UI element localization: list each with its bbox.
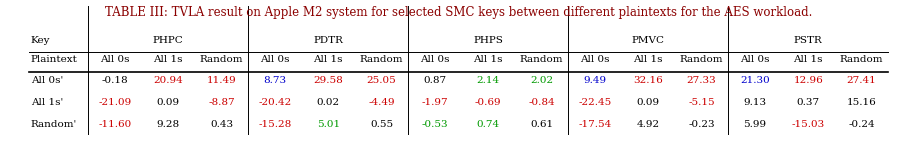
Text: 0.09: 0.09 <box>157 98 180 107</box>
Text: All 0s: All 0s <box>420 55 449 65</box>
Text: PHPC: PHPC <box>153 36 183 45</box>
Text: -0.69: -0.69 <box>475 98 502 107</box>
Text: -1.97: -1.97 <box>422 98 448 107</box>
Text: -0.18: -0.18 <box>102 76 128 85</box>
Text: -0.23: -0.23 <box>689 120 715 129</box>
Text: Key: Key <box>30 36 50 45</box>
Text: TABLE III: TVLA result on Apple M2 system for selected SMC keys between differen: TABLE III: TVLA result on Apple M2 syste… <box>105 6 812 19</box>
Text: -11.60: -11.60 <box>98 120 131 129</box>
Text: All 0s: All 0s <box>100 55 129 65</box>
Text: Random: Random <box>520 55 563 65</box>
Text: 0.09: 0.09 <box>636 98 659 107</box>
Text: 5.99: 5.99 <box>744 120 767 129</box>
Text: -15.03: -15.03 <box>791 120 824 129</box>
Text: 27.41: 27.41 <box>846 76 877 85</box>
Text: Random: Random <box>200 55 243 65</box>
Text: -21.09: -21.09 <box>98 98 131 107</box>
Text: -4.49: -4.49 <box>369 98 395 107</box>
Text: 12.96: 12.96 <box>793 76 823 85</box>
Text: -0.84: -0.84 <box>528 98 555 107</box>
Text: 5.01: 5.01 <box>316 120 340 129</box>
Text: Plaintext: Plaintext <box>30 55 78 65</box>
Text: All 1s': All 1s' <box>30 98 63 107</box>
Text: 25.05: 25.05 <box>367 76 396 85</box>
Text: 0.02: 0.02 <box>316 98 340 107</box>
Text: All 0s': All 0s' <box>30 76 63 85</box>
Text: Random: Random <box>359 55 403 65</box>
Text: 21.30: 21.30 <box>740 76 769 85</box>
Text: PHPS: PHPS <box>473 36 503 45</box>
Text: All 1s: All 1s <box>793 55 823 65</box>
Text: All 0s: All 0s <box>740 55 769 65</box>
Text: All 0s: All 0s <box>580 55 610 65</box>
Text: Random: Random <box>679 55 724 65</box>
Text: 2.14: 2.14 <box>477 76 500 85</box>
Text: -0.53: -0.53 <box>422 120 448 129</box>
Text: -0.24: -0.24 <box>848 120 875 129</box>
Text: -8.87: -8.87 <box>208 98 235 107</box>
Text: 0.74: 0.74 <box>477 120 500 129</box>
Text: 20.94: 20.94 <box>153 76 183 85</box>
Text: 32.16: 32.16 <box>634 76 663 85</box>
Text: Random': Random' <box>30 120 77 129</box>
Text: -5.15: -5.15 <box>689 98 715 107</box>
Text: 9.49: 9.49 <box>583 76 606 85</box>
Text: -17.54: -17.54 <box>579 120 612 129</box>
Text: PMVC: PMVC <box>632 36 665 45</box>
Text: All 1s: All 1s <box>153 55 183 65</box>
Text: All 1s: All 1s <box>473 55 503 65</box>
Text: All 0s: All 0s <box>260 55 290 65</box>
Text: 15.16: 15.16 <box>846 98 877 107</box>
Text: -22.45: -22.45 <box>579 98 612 107</box>
Text: 0.87: 0.87 <box>424 76 447 85</box>
Text: 29.58: 29.58 <box>314 76 343 85</box>
Text: Random: Random <box>840 55 883 65</box>
Text: 0.37: 0.37 <box>797 98 820 107</box>
Text: 27.33: 27.33 <box>687 76 716 85</box>
Text: 0.43: 0.43 <box>210 120 233 129</box>
Text: 8.73: 8.73 <box>263 76 286 85</box>
Text: PDTR: PDTR <box>314 36 343 45</box>
Text: PSTR: PSTR <box>794 36 823 45</box>
Text: 2.02: 2.02 <box>530 76 553 85</box>
Text: 4.92: 4.92 <box>636 120 659 129</box>
Text: -20.42: -20.42 <box>259 98 292 107</box>
Text: All 1s: All 1s <box>634 55 663 65</box>
Text: 0.61: 0.61 <box>530 120 553 129</box>
Text: -15.28: -15.28 <box>259 120 292 129</box>
Text: All 1s: All 1s <box>314 55 343 65</box>
Text: 9.13: 9.13 <box>744 98 767 107</box>
Text: 11.49: 11.49 <box>206 76 237 85</box>
Text: 9.28: 9.28 <box>157 120 180 129</box>
Text: 0.55: 0.55 <box>370 120 393 129</box>
